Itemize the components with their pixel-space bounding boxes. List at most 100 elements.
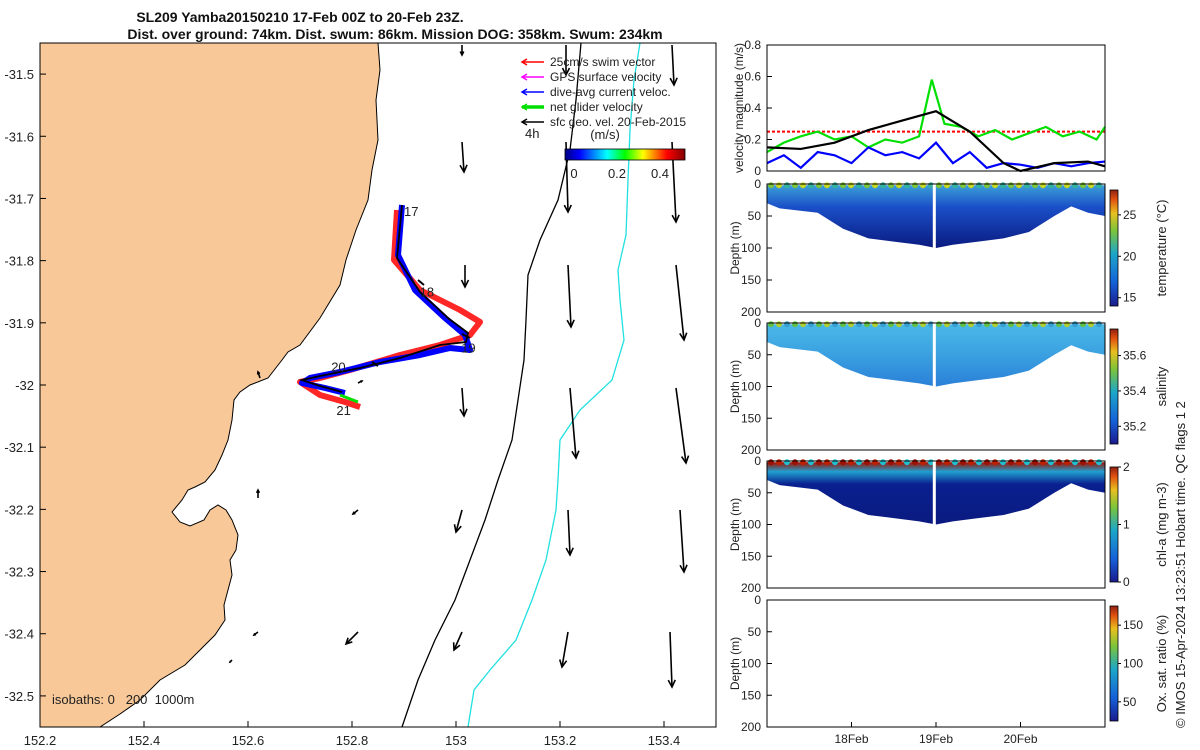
salinity-cbar-tick-label: 35.6 — [1123, 349, 1147, 363]
chl-a-surface-sample — [1056, 459, 1062, 466]
salinity-surface-sample — [888, 321, 894, 328]
title-line-2: Dist. over ground: 74km. Dist. swum: 86k… — [127, 26, 662, 42]
chl-a-surface-sample — [1096, 459, 1102, 466]
temperature-y-tick-label: 200 — [741, 305, 761, 319]
legend-swatch-head — [520, 103, 528, 111]
salinity-surface-sample — [792, 321, 798, 328]
chl-a-surface-sample — [904, 459, 910, 466]
oxygen-colorbar — [1109, 605, 1119, 722]
salinity-surface-sample — [1056, 321, 1062, 328]
temperature-surface-sample — [1056, 182, 1062, 189]
temperature-surface-sample — [784, 182, 790, 189]
salinity-surface-sample — [856, 321, 862, 328]
temperature-surface-sample — [968, 182, 974, 189]
geo-velocity-arrowhead — [459, 164, 468, 174]
speed-cbar-tick-0: 0 — [570, 166, 577, 181]
isobaths-label: isobaths: 0 200 1000m — [52, 692, 194, 707]
oxygen-axes-box — [766, 599, 1106, 728]
temperature-colorbar-label: temperature (°C) — [1154, 200, 1169, 297]
temperature-surface-sample — [816, 182, 822, 189]
chl-a-surface-sample — [968, 459, 974, 466]
chl-a-cbar-tick-label: 0 — [1123, 575, 1130, 589]
temperature-section-fill — [767, 185, 1105, 248]
geo-velocity-arrow — [461, 141, 465, 173]
salinity-surface-sample — [968, 321, 974, 328]
chl-a-surface-sample — [768, 459, 774, 466]
map-x-tick-label: 152.8 — [336, 733, 369, 748]
salinity-surface-sample — [960, 321, 966, 328]
oxygen-y-tick-label: 150 — [741, 688, 761, 702]
chl-a-cbar-tick-label: 1 — [1123, 518, 1130, 532]
salinity-surface-sample — [1096, 321, 1102, 328]
temperature-colorbar — [1109, 189, 1119, 307]
velocity-y-tick-label: 0.6 — [744, 70, 761, 84]
salinity-surface-sample — [840, 321, 846, 328]
temperature-surface-sample — [1016, 182, 1022, 189]
isobath-1000m — [467, 42, 641, 728]
salinity-y-tick-label: 100 — [741, 380, 761, 394]
temperature-surface-sample — [856, 182, 862, 189]
salinity-surface-sample — [848, 321, 854, 328]
salinity-surface-sample — [768, 321, 774, 328]
geo-velocity-arrowhead — [459, 408, 468, 418]
chl-a-surface-sample — [856, 459, 862, 466]
chl-a-surface-sample — [824, 459, 830, 466]
temperature-surface-sample — [808, 182, 814, 189]
salinity-surface-sample — [912, 321, 918, 328]
salinity-surface-sample — [1064, 321, 1070, 328]
temperature-surface-sample — [952, 182, 958, 189]
map-x-tick-label: 153 — [445, 733, 467, 748]
geo-velocity-arrowhead — [255, 488, 261, 494]
salinity-y-label: Depth (m) — [728, 360, 742, 413]
temperature-surface-sample — [880, 182, 886, 189]
day-tick-18 — [417, 279, 425, 286]
temperature-surface-sample — [776, 182, 782, 189]
day-label: 18 — [420, 285, 434, 300]
day-label: 19 — [461, 341, 475, 356]
oxygen-cbar-tick-label: 150 — [1123, 618, 1143, 632]
map-x-tick-label: 152.4 — [128, 733, 161, 748]
swim-vectors — [297, 209, 483, 410]
geo-velocity-arrowhead — [671, 214, 680, 224]
salinity-surface-sample — [872, 321, 878, 328]
oxygen-y-tick-label: 0 — [754, 593, 761, 607]
geo-velocity-arrow — [569, 387, 577, 459]
chl-a-y-label: Depth (m) — [728, 498, 742, 551]
geo-velocity-arrowhead — [565, 547, 574, 557]
temperature-surface-sample — [960, 182, 966, 189]
chl-a-surface-sample — [1088, 459, 1094, 466]
legend-swatch-head — [520, 58, 528, 66]
geo-velocity-arrow — [453, 631, 463, 651]
chl-a-cbar-tick-label: 2 — [1123, 460, 1130, 474]
dive-avg-current — [299, 204, 473, 396]
isobath-200m — [401, 42, 582, 728]
geo-velocity-arrow — [561, 631, 569, 668]
legend-swatch-head — [520, 88, 528, 96]
temperature-surface-sample — [992, 182, 998, 189]
temperature-cbar-tick-label: 15 — [1123, 291, 1137, 305]
salinity-surface-sample — [896, 321, 902, 328]
map-x-ticks: 152.2 152.4 152.6 152.8 153 153.2 153.4 — [24, 721, 680, 748]
temperature-surface-sample — [864, 182, 870, 189]
temperature-surface-sample — [832, 182, 838, 189]
chl-a-surface-sample — [1064, 459, 1070, 466]
geo-velocity-arrowhead — [669, 77, 678, 87]
colorbar-units-label: (m/s) — [590, 127, 620, 142]
net-glider-velocity — [339, 393, 359, 404]
geo-velocity-arrow — [567, 509, 571, 556]
salinity-surface-sample — [880, 321, 886, 328]
geo-velocity-arrow — [345, 631, 359, 645]
velocity-y-tick-label: 0.2 — [744, 133, 761, 147]
map-y-tick-label: -32.2 — [4, 502, 34, 517]
salinity-surface-sample — [952, 321, 958, 328]
chl-a-surface-sample — [776, 459, 782, 466]
salinity-surface-sample — [944, 321, 950, 328]
map-y-tick-label: -31.7 — [4, 191, 34, 206]
chl-a-surface-sample — [976, 459, 982, 466]
glider-track — [297, 204, 483, 410]
chl-a-section-panel: 0 50 100 150 200 Depth (m) 0 1 2 chl-a (mg m-3) — [728, 454, 1169, 595]
chl-a-surface-sample — [992, 459, 998, 466]
salinity-section-fill — [767, 324, 1105, 387]
salinity-cbar-tick-label: 35.2 — [1123, 419, 1147, 433]
